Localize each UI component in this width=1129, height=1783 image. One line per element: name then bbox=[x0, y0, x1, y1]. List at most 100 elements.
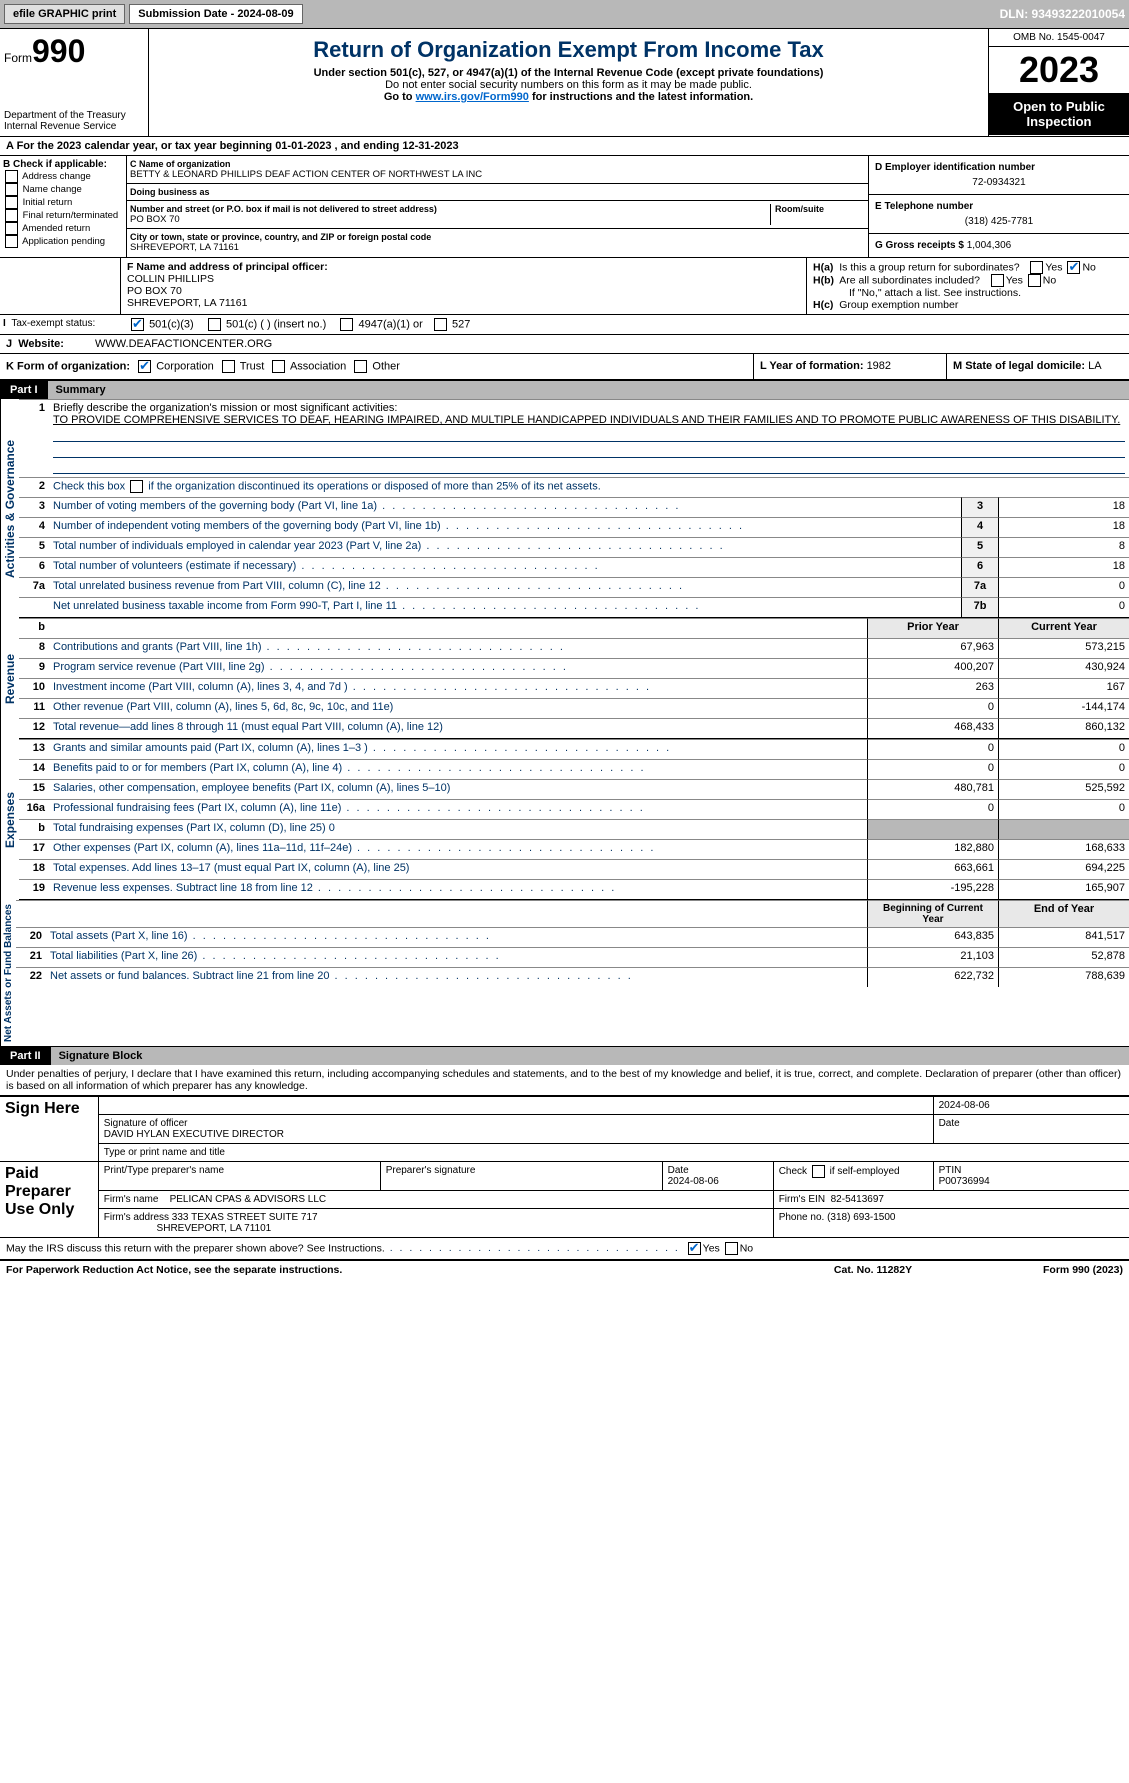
line-10: Investment income (Part VIII, column (A)… bbox=[49, 678, 867, 698]
chk-name-change[interactable] bbox=[5, 183, 18, 196]
chk-501c[interactable] bbox=[208, 318, 221, 331]
efile-button[interactable]: efile GRAPHIC print bbox=[4, 4, 125, 24]
ptin-value: P00736994 bbox=[939, 1176, 990, 1187]
val-17c: 168,633 bbox=[998, 839, 1129, 859]
b-item-1: Name change bbox=[23, 184, 82, 195]
chk-501c3[interactable] bbox=[131, 318, 144, 331]
form-subtitle-2: Do not enter social security numbers on … bbox=[153, 79, 984, 91]
domicile: LA bbox=[1088, 360, 1101, 372]
chk-amended[interactable] bbox=[5, 222, 18, 235]
chk-address-change[interactable] bbox=[5, 170, 18, 183]
hb-yes[interactable] bbox=[991, 274, 1004, 287]
d-label: D Employer identification number bbox=[875, 162, 1123, 173]
val-9p: 400,207 bbox=[867, 658, 998, 678]
val-18c: 694,225 bbox=[998, 859, 1129, 879]
paid-preparer-label: Paid Preparer Use Only bbox=[0, 1162, 98, 1238]
chk-other[interactable] bbox=[354, 360, 367, 373]
val-20p: 643,835 bbox=[867, 927, 998, 947]
discuss-label: May the IRS discuss this return with the… bbox=[6, 1242, 680, 1254]
vlabel-netassets: Net Assets or Fund Balances bbox=[0, 900, 16, 1046]
chk-discontinued[interactable] bbox=[130, 480, 143, 493]
k-opt-1: Trust bbox=[240, 360, 265, 372]
form-title: Return of Organization Exempt From Incom… bbox=[153, 37, 984, 63]
val-12c: 860,132 bbox=[998, 718, 1129, 738]
firm-name: PELICAN CPAS & ADVISORS LLC bbox=[170, 1194, 327, 1205]
line-13: Grants and similar amounts paid (Part IX… bbox=[49, 739, 867, 759]
line-7b: Net unrelated business taxable income fr… bbox=[49, 597, 961, 617]
val-15p: 480,781 bbox=[867, 779, 998, 799]
footer-left: For Paperwork Reduction Act Notice, see … bbox=[6, 1264, 783, 1276]
line-21: Total liabilities (Part X, line 26) bbox=[46, 947, 867, 967]
chk-4947[interactable] bbox=[340, 318, 353, 331]
irs-label: Internal Revenue Service bbox=[4, 121, 144, 132]
irs-link[interactable]: www.irs.gov/Form990 bbox=[416, 91, 529, 103]
footer-right: Form 990 (2023) bbox=[963, 1264, 1123, 1276]
officer-name-title: DAVID HYLAN EXECUTIVE DIRECTOR bbox=[104, 1129, 928, 1140]
val-13c: 0 bbox=[998, 739, 1129, 759]
c-city-label: City or town, state or province, country… bbox=[130, 232, 865, 242]
ptin-label: PTIN bbox=[939, 1165, 962, 1176]
f-label: F Name and address of principal officer: bbox=[127, 261, 328, 273]
date-label: Date bbox=[933, 1115, 1129, 1144]
tax-year: 2023 bbox=[989, 47, 1129, 93]
i-opt-1: 501(c) ( ) (insert no.) bbox=[226, 318, 326, 330]
line-12: Total revenue—add lines 8 through 11 (mu… bbox=[49, 718, 867, 738]
prep-sig-label: Preparer's signature bbox=[386, 1165, 657, 1176]
val-12p: 468,433 bbox=[867, 718, 998, 738]
prep-date-label: Date bbox=[668, 1165, 689, 1176]
val-16ap: 0 bbox=[867, 799, 998, 819]
prep-selfemployed: Check if self-employed bbox=[779, 1166, 900, 1177]
chk-selfemployed[interactable] bbox=[812, 1165, 825, 1178]
line-20: Total assets (Part X, line 16) bbox=[46, 927, 867, 947]
firm-city: SHREVEPORT, LA 71101 bbox=[157, 1223, 272, 1234]
val-22c: 788,639 bbox=[998, 967, 1129, 987]
open-public-badge: Open to Public Inspection bbox=[989, 93, 1129, 135]
officer-addr: PO BOX 70 bbox=[127, 285, 800, 297]
i-opt-2: 4947(a)(1) or bbox=[359, 318, 423, 330]
chk-initial-return[interactable] bbox=[5, 196, 18, 209]
val-8p: 67,963 bbox=[867, 638, 998, 658]
org-name: BETTY & LEONARD PHILLIPS DEAF ACTION CEN… bbox=[130, 169, 865, 180]
prep-date-val: 2024-08-06 bbox=[668, 1176, 719, 1187]
ha-no[interactable] bbox=[1067, 261, 1080, 274]
phone-value: (318) 425-7781 bbox=[875, 212, 1123, 227]
chk-pending[interactable] bbox=[5, 235, 18, 248]
val-19c: 165,907 bbox=[998, 879, 1129, 899]
firm-phone: (318) 693-1500 bbox=[827, 1212, 895, 1223]
form-number: 990 bbox=[32, 33, 85, 69]
c-name-label: C Name of organization bbox=[130, 159, 865, 169]
chk-527[interactable] bbox=[434, 318, 447, 331]
q1-label: Briefly describe the organization's miss… bbox=[53, 402, 397, 414]
c-room-label: Room/suite bbox=[775, 204, 865, 214]
chk-trust[interactable] bbox=[222, 360, 235, 373]
discuss-no[interactable] bbox=[725, 1242, 738, 1255]
val-8c: 573,215 bbox=[998, 638, 1129, 658]
penalty-text: Under penalties of perjury, I declare th… bbox=[0, 1065, 1129, 1096]
b-item-5: Application pending bbox=[22, 236, 105, 247]
box-a: B Check if applicable: Address change Na… bbox=[0, 156, 1129, 258]
val-11c: -144,174 bbox=[998, 698, 1129, 718]
q1-value: TO PROVIDE COMPREHENSIVE SERVICES TO DEA… bbox=[53, 414, 1120, 426]
line-22: Net assets or fund balances. Subtract li… bbox=[46, 967, 867, 987]
val-9c: 430,924 bbox=[998, 658, 1129, 678]
chk-corp[interactable] bbox=[138, 360, 151, 373]
b-item-0: Address change bbox=[22, 171, 91, 182]
page-footer: For Paperwork Reduction Act Notice, see … bbox=[0, 1259, 1129, 1279]
hb-label: Are all subordinates included? bbox=[839, 274, 980, 286]
submission-date: Submission Date - 2024-08-09 bbox=[129, 4, 302, 24]
k-opt-0: Corporation bbox=[156, 360, 213, 372]
hb-no[interactable] bbox=[1028, 274, 1041, 287]
discuss-yes[interactable] bbox=[688, 1242, 701, 1255]
chk-assoc[interactable] bbox=[272, 360, 285, 373]
firm-ein-label: Firm's EIN bbox=[779, 1194, 825, 1205]
officer-city: SHREVEPORT, LA 71161 bbox=[127, 297, 800, 309]
line-7a: Total unrelated business revenue from Pa… bbox=[49, 577, 961, 597]
chk-final-return[interactable] bbox=[5, 209, 18, 222]
vlabel-revenue: Revenue bbox=[0, 618, 19, 739]
val-14c: 0 bbox=[998, 759, 1129, 779]
val-10c: 167 bbox=[998, 678, 1129, 698]
val-14p: 0 bbox=[867, 759, 998, 779]
omb-number: OMB No. 1545-0047 bbox=[989, 29, 1129, 47]
ha-yes[interactable] bbox=[1030, 261, 1043, 274]
line-16b: Total fundraising expenses (Part IX, col… bbox=[49, 819, 867, 839]
